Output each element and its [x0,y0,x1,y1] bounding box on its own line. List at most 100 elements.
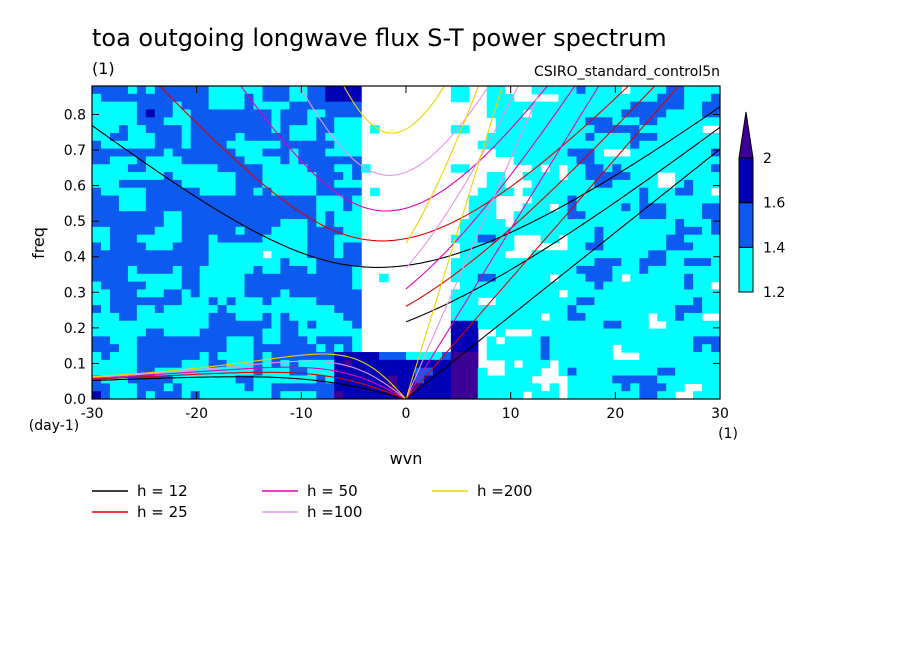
contour-cell [504,101,515,111]
contour-cell [154,86,165,95]
contour-cell [271,352,281,361]
contour-cell [702,93,712,103]
contour-cell [289,234,299,244]
contour-cell [235,344,246,353]
contour-cell [459,367,470,377]
contour-cell [540,258,551,267]
contour-cell [298,195,308,204]
contour-cell [92,305,102,314]
contour-cell [693,203,703,212]
contour-cell [289,289,299,298]
contour-cell [648,132,658,142]
contour-cell [154,289,165,298]
contour-cell [163,203,174,212]
contour-cell [316,352,326,361]
contour-cell [702,375,712,384]
contour-cell [486,109,497,118]
contour-cell [702,320,712,330]
contour-cell [702,383,712,392]
contour-cell [181,125,192,134]
inertia-gravity-curve [343,86,445,134]
contour-cell [594,86,604,95]
contour-cell [513,258,524,267]
contour-cell [504,289,515,298]
contour-cell [414,359,425,369]
contour-cell [666,320,676,330]
contour-cell [118,132,129,142]
contour-cell [280,297,290,306]
contour-cell [334,172,344,181]
contour-cell [136,219,147,228]
contour-cell [92,312,102,322]
contour-cell [280,344,290,353]
contour-cell [558,86,569,95]
contour-cell [558,179,569,189]
contour-cell [271,305,281,314]
contour-cell [100,320,111,330]
contour-cell [702,250,712,259]
contour-cell [109,250,120,259]
contour-cell [181,86,192,95]
contour-cell [540,328,551,337]
contour-cell [603,344,613,353]
contour-cell [370,367,380,377]
contour-cell [226,250,237,259]
contour-cell [217,156,228,165]
contour-cell [612,187,622,197]
contour-cell [639,367,649,377]
contour-cell [199,148,210,158]
contour-cell [271,258,281,267]
contour-cell [648,297,658,306]
contour-cell [217,305,228,314]
contour-cell [244,101,255,111]
contour-cell [558,305,569,314]
contour-cell [352,312,362,322]
contour-cell [307,117,317,126]
contour-cell [100,352,111,361]
contour-cell [289,125,299,134]
contour-cell [612,203,622,212]
contour-cell [343,211,353,220]
colorbar-label: 1.2 [763,285,785,301]
contour-cell [271,219,281,228]
contour-cell [468,226,479,236]
contour-cell [109,352,120,361]
contour-cell [576,101,587,111]
contour-cell [163,132,174,142]
contour-cell [163,125,174,134]
contour-cell [639,179,649,189]
contour-cell [190,344,201,353]
contour-cell [253,109,264,118]
contour-cell [504,132,515,142]
contour-cell [406,352,416,361]
contour-cell [190,156,201,165]
contour-cell [118,367,129,377]
contour-cell [127,234,138,244]
contour-cell [127,125,138,134]
rossby-curve [92,376,407,399]
contour-cell [576,93,587,103]
contour-cell [594,258,604,267]
contour-cell [567,375,578,384]
contour-cell [244,312,255,322]
contour-cell [244,203,255,212]
contour-cell [199,359,210,369]
contour-cell [684,164,694,173]
contour-cell [325,289,335,298]
contour-cell [531,179,542,189]
contour-cell [92,281,102,291]
contour-cell [477,211,488,220]
contour-cell [109,359,120,369]
contour-cell [118,86,129,95]
contour-cell [334,297,344,306]
contour-cell [244,328,255,337]
contour-cell [136,359,147,369]
contour-cell [513,281,524,291]
contour-cell [675,273,685,283]
contour-cell [181,258,192,267]
contour-cell [334,101,344,111]
contour-cell [639,164,649,173]
contour-cell [352,156,362,165]
contour-cell [118,312,129,322]
contour-cell [190,281,201,291]
